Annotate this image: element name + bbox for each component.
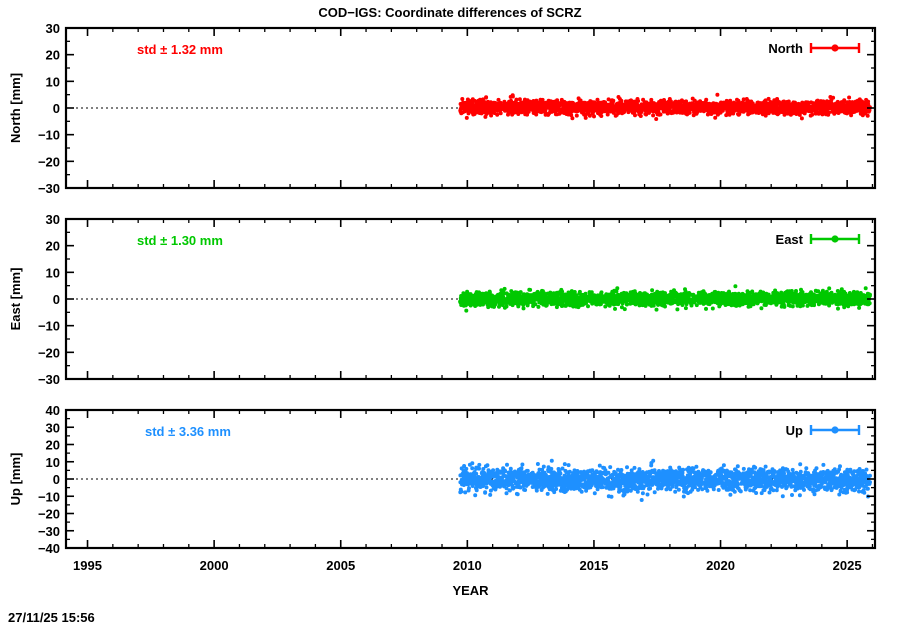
y-tick-label: 30 (46, 21, 60, 36)
legend-label-east: East (776, 232, 804, 247)
x-tick-label: 2020 (706, 558, 735, 573)
scatter-points (458, 284, 872, 313)
panel-east: 30 20 10 0 −10 −20 −30 East [mm] std ± 1.30 mm Ea… (8, 212, 877, 387)
panel-north: 30 20 10 0 −10 −20 −30 North [mm] std ± 1.32 mm N… (8, 21, 877, 196)
legend-marker-dot (831, 235, 839, 243)
legend-label-up: Up (786, 423, 803, 438)
std-annotation-up: std ± 3.36 mm (145, 424, 231, 439)
y-tick-label: 0 (53, 292, 60, 307)
y-tick-label: 10 (46, 455, 60, 470)
timestamp-label: 27/11/25 15:56 (8, 610, 95, 625)
y-tick-label: −10 (38, 319, 60, 334)
scatter-series-east (458, 284, 872, 313)
std-annotation-north: std ± 1.32 mm (137, 42, 223, 57)
legend-north: North (768, 41, 861, 56)
y-tick-label: −20 (38, 345, 60, 360)
plot-title: COD−IGS: Coordinate differences of SCRZ (318, 5, 581, 20)
x-tick-label: 2010 (453, 558, 482, 573)
x-axis: 1995 2000 2005 2010 2015 2020 2025 YEAR (73, 558, 862, 598)
y-tick-label: 10 (46, 74, 60, 89)
y-tick-label: −20 (38, 154, 60, 169)
y-tick-label: 10 (46, 265, 60, 280)
y-tick-label: 0 (53, 472, 60, 487)
y-tick-label: 20 (46, 239, 60, 254)
y-tick-label: 40 (46, 403, 60, 418)
x-axis-label: YEAR (452, 583, 489, 598)
x-tick-label: 2000 (200, 558, 229, 573)
x-tick-label: 1995 (73, 558, 102, 573)
y-tick-label: 20 (46, 48, 60, 63)
y-tick-label: −30 (38, 524, 60, 539)
y-tick-label: 30 (46, 212, 60, 227)
x-tick-label: 2015 (579, 558, 608, 573)
y-tick-label: −20 (38, 507, 60, 522)
legend-east: East (776, 232, 861, 247)
y-tick-label: −10 (38, 128, 60, 143)
legend-marker-dot (831, 426, 839, 434)
panel-up: 40 30 20 10 0 −10 −20 −30 −40 Up [mm] std ± 3.36 m… (8, 403, 877, 556)
y-axis-label: Up [mm] (8, 453, 23, 506)
y-tick-label: 0 (53, 101, 60, 116)
scatter-points (458, 92, 872, 121)
x-tick-label: 2005 (326, 558, 355, 573)
y-tick-label: −30 (38, 372, 60, 387)
y-tick-label: 30 (46, 420, 60, 435)
scatter-series-north (458, 92, 872, 121)
y-tick-label: −40 (38, 541, 60, 556)
scatter-series-up (458, 458, 872, 502)
x-tick-label: 2025 (833, 558, 862, 573)
y-tick-label: −10 (38, 489, 60, 504)
y-axis-label: East [mm] (8, 268, 23, 331)
legend-marker-dot (831, 44, 839, 52)
scatter-points (458, 458, 872, 502)
y-tick-label: 20 (46, 438, 60, 453)
std-annotation-east: std ± 1.30 mm (137, 233, 223, 248)
y-axis-label: North [mm] (8, 73, 23, 143)
legend-label-north: North (768, 41, 803, 56)
legend-up: Up (786, 423, 861, 438)
y-tick-label: −30 (38, 181, 60, 196)
